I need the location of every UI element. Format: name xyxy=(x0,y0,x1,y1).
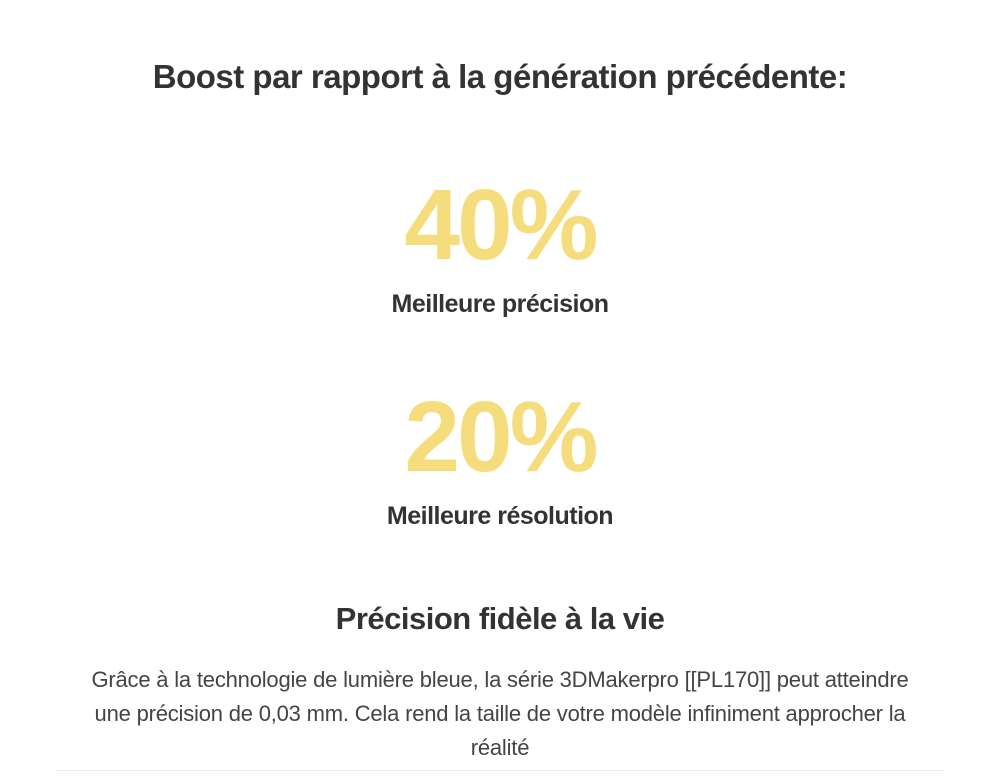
stat-resolution-label: Meilleure résolution xyxy=(386,501,614,530)
boost-section-title: Boost par rapport à la génération précéd… xyxy=(152,58,848,95)
precision-paragraph-line-3: réalité xyxy=(470,734,530,760)
precision-paragraph-line-1: Grâce à la technologie de lumière bleue,… xyxy=(91,666,909,692)
stat-resolution-value: 20% xyxy=(404,380,598,493)
boost-section: Boost par rapport à la génération précéd… xyxy=(0,58,1000,531)
precision-paragraph-line-2: une précision de 0,03 mm. Cela rend la t… xyxy=(94,700,906,726)
section-divider xyxy=(55,769,945,771)
stat-precision-value: 40% xyxy=(404,168,598,281)
stat-precision: 40% Meilleure précision xyxy=(0,175,1000,319)
precision-paragraph: Grâce à la technologie de lumière bleue,… xyxy=(10,663,990,765)
stat-precision-label: Meilleure précision xyxy=(391,289,609,318)
precision-section: Précision fidèle à la vie Grâce à la tec… xyxy=(0,600,1000,771)
stat-resolution: 20% Meilleure résolution xyxy=(0,387,1000,531)
precision-section-heading: Précision fidèle à la vie xyxy=(335,600,665,636)
